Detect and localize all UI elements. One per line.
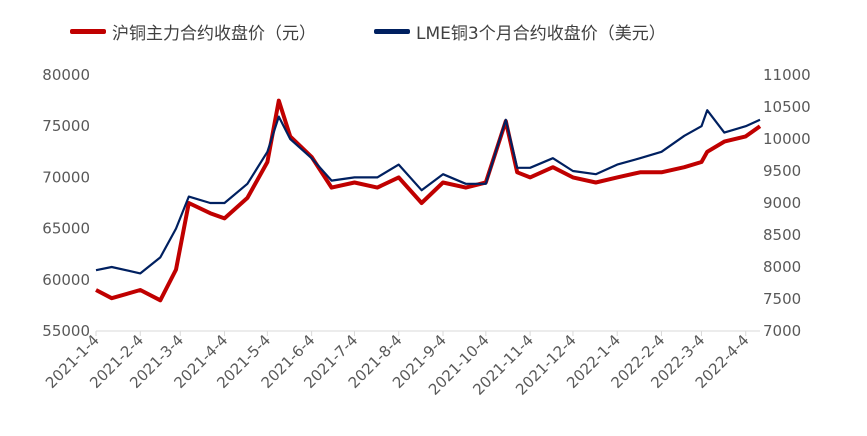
y-tick-label-right: 9500	[763, 162, 801, 180]
y-tick-label-right: 8000	[763, 258, 801, 276]
y-tick-label-right: 7000	[763, 322, 801, 340]
y-tick-label-left: 65000	[42, 220, 90, 238]
y-tick-label-right: 11000	[763, 66, 811, 84]
y-tick-label-right: 10000	[763, 130, 811, 148]
legend-item-lme: LME铜3个月合约收盘价（美元）	[374, 18, 666, 44]
y-tick-label-left: 55000	[42, 322, 90, 340]
legend-swatch-shfe	[70, 28, 106, 34]
y-tick-label-left: 80000	[42, 66, 90, 84]
legend-label-lme: LME铜3个月合约收盘价（美元）	[416, 23, 666, 44]
y-tick-label-right: 10500	[763, 98, 811, 116]
y-tick-label-right: 7500	[763, 290, 801, 308]
lme-copper-line	[95, 109, 761, 275]
legend-label-shfe: 沪铜主力合约收盘价（元）	[112, 23, 316, 44]
shfe-copper-line	[95, 98, 762, 303]
y-tick-label-right: 9000	[763, 194, 801, 212]
y-tick-label-left: 75000	[42, 117, 90, 135]
y-tick-label-right: 8500	[763, 226, 801, 244]
legend-swatch-lme	[374, 28, 410, 34]
legend-item-shfe: 沪铜主力合约收盘价（元）	[70, 18, 316, 44]
y-tick-label-left: 70000	[42, 168, 90, 186]
y-tick-label-left: 60000	[42, 271, 90, 289]
